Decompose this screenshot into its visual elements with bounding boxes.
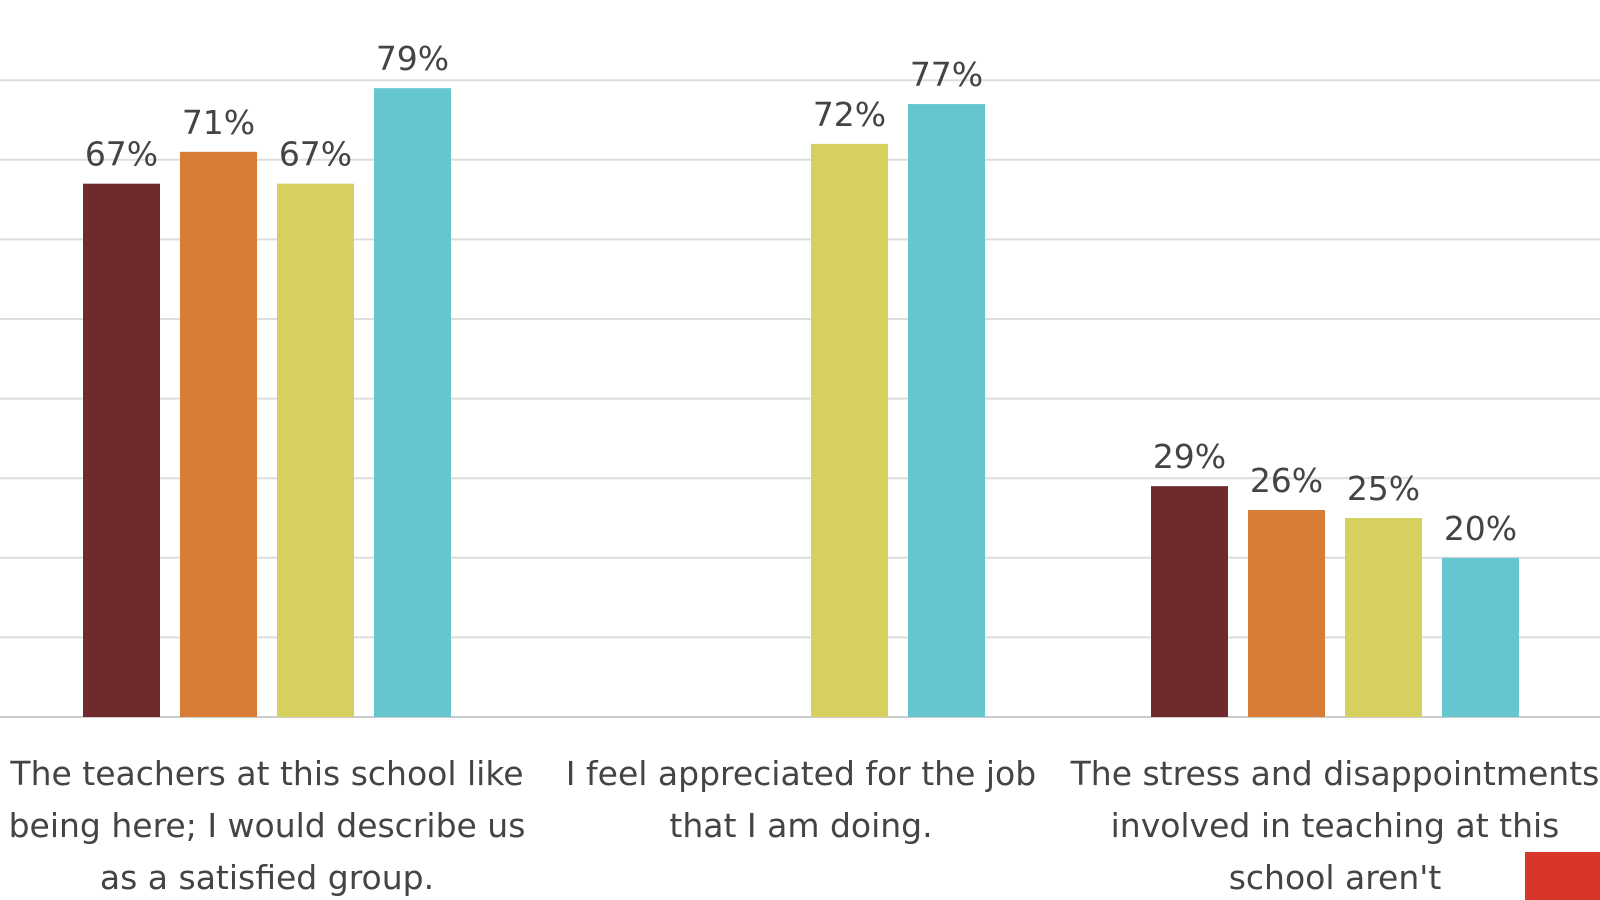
x-tick-label: The stress and disappointments involved … <box>1070 754 1600 897</box>
bar <box>277 183 354 717</box>
bar <box>1442 557 1519 717</box>
data-label: 71% <box>182 103 255 142</box>
data-label: 67% <box>85 135 158 174</box>
data-label: 72% <box>813 95 886 134</box>
bar <box>1345 518 1422 717</box>
data-label: 79% <box>376 39 449 78</box>
bar <box>83 183 160 717</box>
bar <box>1248 510 1325 717</box>
data-label: 25% <box>1347 469 1420 508</box>
bar <box>180 151 257 718</box>
data-label: 29% <box>1153 437 1226 476</box>
bar <box>811 143 888 717</box>
data-label: 26% <box>1250 461 1323 500</box>
data-label: 67% <box>279 135 352 174</box>
data-label: 77% <box>910 55 983 94</box>
bar <box>1151 486 1228 717</box>
bar <box>908 104 985 717</box>
logo <box>1525 852 1600 900</box>
x-tick-label: I feel appreciated for the job that I am… <box>565 754 1037 845</box>
data-label: 20% <box>1444 509 1517 548</box>
bar <box>374 88 451 717</box>
x-tick-label: The teachers at this school like being h… <box>8 754 526 897</box>
